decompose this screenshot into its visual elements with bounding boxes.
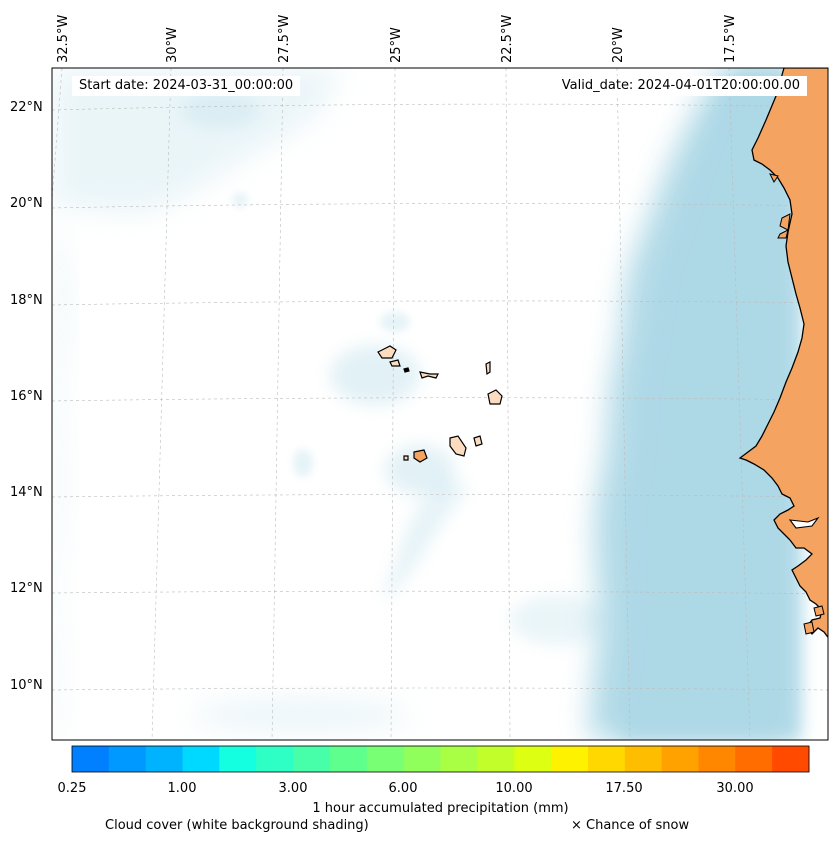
latitude-labels: 22°N 20°N 18°N 16°N 14°N 12°N 10°N: [10, 100, 43, 693]
colorbar-swatch: [624, 746, 663, 772]
lon-label: 25°W: [389, 27, 404, 63]
southwest-cloud-streak: [380, 480, 470, 600]
longitude-labels: 32.5°W 30°W 27.5°W 25°W 22.5°W 20°W 17.5…: [56, 15, 738, 63]
colorbar-tick: 1.00: [167, 781, 197, 796]
west-edge-cloud: [52, 220, 71, 740]
coastal-cloud-inner: [620, 68, 800, 740]
africa-inlet: [788, 516, 820, 529]
bissau-island-1: [813, 605, 825, 617]
south-cloud-patch: [190, 700, 410, 730]
lon-label: 17.5°W: [723, 15, 738, 63]
colorbar-swatch: [440, 746, 478, 772]
colorbar-tick: 3.00: [278, 781, 308, 796]
island-fogo: [413, 449, 428, 463]
west-cloud-small: [293, 449, 313, 477]
bissau-island-2: [803, 621, 815, 635]
colorbar-swatch: [72, 746, 110, 772]
lat-label: 22°N: [10, 100, 43, 115]
colorbar-frame: [71, 745, 810, 773]
lat-label: 10°N: [10, 678, 43, 693]
colorbar-tick: 17.50: [605, 781, 643, 796]
cloud-cover-legend: Cloud cover (white background shading): [105, 818, 369, 833]
island-cloud-north: [330, 345, 420, 405]
colorbar-label: 1 hour accumulated precipitation (mm): [312, 801, 569, 816]
map-frame: [51, 67, 829, 741]
valid-date-label: Valid_date: 2024-04-01T20:00:00.00: [554, 76, 807, 96]
lat-label: 16°N: [10, 389, 43, 404]
colorbar-swatch: [551, 746, 589, 772]
island-sao-vicente: [389, 359, 401, 367]
island-cloud-south: [385, 445, 455, 495]
start-date-label: Start date: 2024-03-31_00:00:00: [72, 76, 301, 96]
cape-verde-islands: [377, 345, 503, 463]
snow-legend: × Chance of snow: [571, 818, 690, 833]
lon-label: 22.5°W: [500, 15, 515, 63]
colorbar-swatch: [772, 746, 810, 772]
colorbar-tick: 10.00: [495, 781, 533, 796]
lat-label: 12°N: [10, 581, 43, 596]
island-sao-nicolau: [419, 371, 439, 379]
island-sal: [485, 361, 491, 376]
island-santiago: [449, 435, 467, 457]
coast-island-top: [769, 173, 779, 183]
island-brava: [403, 455, 409, 461]
lon-label: 27.5°W: [277, 15, 292, 63]
africa-mainland: [738, 68, 828, 639]
colorbar-swatch: [219, 746, 257, 772]
colorbar-tick: 0.25: [57, 781, 87, 796]
lat-label: 14°N: [10, 485, 43, 500]
east-mid-cloud: [510, 595, 610, 645]
northwest-cloud: [52, 68, 340, 213]
colorbar-swatch: [182, 746, 220, 772]
colorbar-tick: 6.00: [388, 781, 418, 796]
colorbar-swatch: [477, 746, 515, 772]
lon-label: 30°W: [165, 27, 180, 63]
lat-label: 18°N: [10, 293, 43, 308]
colorbar-swatch: [256, 746, 294, 772]
north-cloud-small: [380, 312, 410, 332]
colorbar-swatch: [329, 746, 368, 772]
colorbar-swatch: [403, 746, 441, 772]
coast-island-north-2: [777, 229, 789, 239]
lon-label: 20°W: [611, 27, 626, 63]
island-boa-vista: [487, 389, 503, 405]
colorbar-swatch: [108, 746, 147, 772]
colorbar-swatch: [514, 746, 552, 772]
colorbar-swatch: [661, 746, 699, 772]
island-santo-antao: [377, 345, 397, 359]
colorbar-tick: 30.00: [716, 781, 754, 796]
island-santa-luzia: [403, 367, 410, 373]
northwest-cloud-small: [232, 193, 248, 207]
colorbar-swatch: [735, 746, 773, 772]
map-gridlines: [52, 68, 828, 740]
cloud-cover-shading: [52, 68, 800, 740]
colorbar-swatch: [698, 746, 736, 772]
precipitation-colorbar: [72, 746, 810, 772]
lon-label: 32.5°W: [56, 15, 71, 63]
lat-label: 20°N: [10, 196, 43, 211]
island-maio: [473, 435, 483, 447]
colorbar-swatch: [366, 746, 405, 772]
north-cloud-patch-2: [180, 92, 260, 128]
colorbar-swatch: [145, 746, 184, 772]
colorbar-swatch: [587, 746, 626, 772]
colorbar-swatch: [293, 746, 331, 772]
